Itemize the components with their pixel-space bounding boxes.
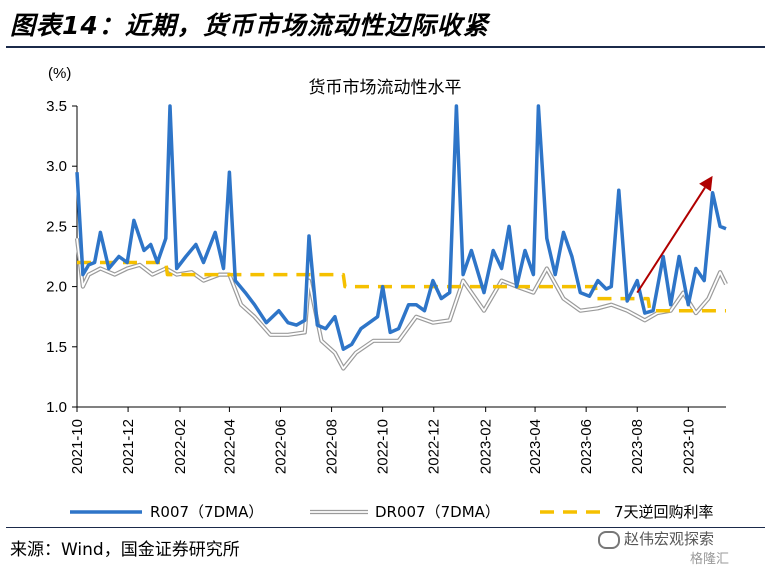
figure-title: 图表14：近期，货币市场流动性边际收紧 [10,11,489,40]
y-tick-label: 3.0 [46,158,67,175]
annotation-layer [636,175,713,294]
y-tick-label: 2.0 [46,279,67,296]
y-axis: 1.0 1.5 2.0 2.5 3.0 3.5 [46,98,78,416]
x-tick-label: 2023-08 [629,419,646,474]
x-tick-label: 2022-02 [172,419,189,474]
title-divider [6,46,765,48]
legend: R007（7DMA） DR007（7DMA） 7天逆回购利率 [70,503,714,521]
chart-title: 货币市场流动性水平 [309,78,462,98]
x-tick-label: 2022-12 [426,419,443,474]
trend-arrow-head [699,175,713,192]
legend-label: DR007（7DMA） [375,503,500,521]
watermark-secondary: 格隆汇 [690,552,730,567]
trend-arrow-line [636,187,706,294]
series-dr007-outline [74,238,728,371]
x-tick-label: 2023-02 [478,419,495,474]
series-r007 [75,104,727,351]
series-dr007 [76,238,727,370]
y-axis-unit: (%) [48,65,71,82]
x-tick-label: 2022-04 [221,419,238,474]
source-note: 来源：Wind，国金证券研究所 [10,540,240,560]
watermark: 赵伟宏观探索 [598,528,714,549]
x-tick-label: 2022-06 [272,419,289,474]
x-tick-label: 2023-06 [578,419,595,474]
y-tick-label: 1.5 [46,339,67,356]
legend-label: R007（7DMA） [150,503,263,521]
liquidity-line-chart: 货币市场流动性水平 (%) 1.0 1.5 2.0 2.5 3.0 3.5 2021-10… [46,65,728,521]
x-tick-label: 2022-10 [375,419,392,474]
series-reverse-repo [77,260,726,313]
legend-label: 7天逆回购利率 [614,503,714,521]
y-tick-label: 2.5 [46,218,67,235]
x-tick-label: 2021-12 [120,419,137,474]
y-tick-label: 1.0 [46,399,67,416]
x-tick-label: 2023-04 [527,419,544,474]
x-tick-label: 2023-10 [680,419,697,474]
footer-divider [6,527,765,528]
y-tick-label: 3.5 [46,98,67,115]
watermark-text: 赵伟宏观探索 [624,530,715,548]
series-layer [74,104,728,371]
wechat-icon [598,530,620,549]
x-axis: 2021-10 2021-12 2022-02 2022-04 2022-06 2022-… [69,406,726,474]
x-tick-label: 2021-10 [69,419,86,474]
x-tick-label: 2022-08 [324,419,341,474]
